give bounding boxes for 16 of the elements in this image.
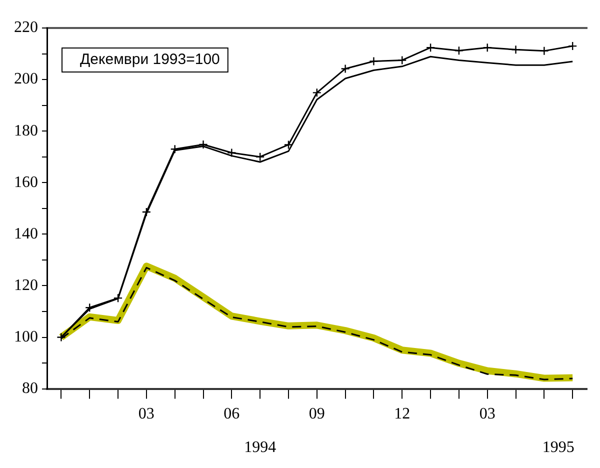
text: 1995 (542, 439, 574, 456)
y-tick-label: 120 (14, 276, 38, 294)
x-tick-label: 06 (224, 406, 240, 423)
annotation: Декември 1993=100 (80, 51, 220, 68)
y-tick-label: 160 (14, 174, 38, 191)
y-tick-label: 100 (14, 328, 38, 346)
y-tick-label: 200 (14, 70, 38, 88)
x-tick-label: 12 (394, 406, 410, 423)
x-tick-label: 09 (308, 406, 325, 423)
y-tick-label: 180 (14, 122, 38, 140)
x-tick-label: 03 (138, 406, 154, 423)
y-tick-label: 140 (14, 225, 38, 242)
y-tick-label: 220 (14, 19, 38, 36)
y-tick-label: 80 (22, 380, 38, 398)
x-tick-label: 03 (479, 406, 496, 423)
text: 1994 (244, 439, 276, 456)
